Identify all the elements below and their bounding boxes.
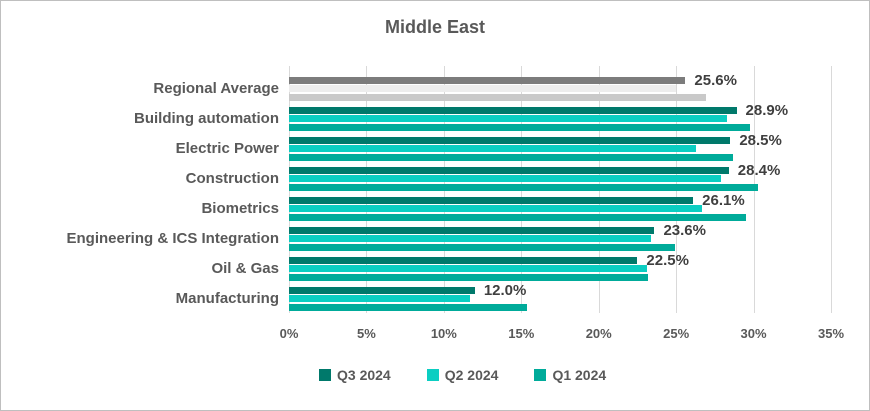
bar-q2-2024 [289, 265, 647, 273]
bar-q1-2024 [289, 153, 734, 161]
legend-item-q3-2024: Q3 2024 [319, 367, 391, 383]
category-label: Oil & Gas [211, 260, 279, 277]
data-label: 25.6% [694, 72, 737, 89]
bar-q3-2024 [289, 137, 731, 144]
x-tick-label: 25% [663, 326, 690, 341]
bar-q1-2024 [289, 243, 675, 251]
legend: Q3 2024 Q2 2024 Q1 2024 [319, 367, 606, 383]
chart-title: Middle East [384, 17, 486, 37]
data-label: 28.5% [739, 132, 782, 149]
bar-q2-2024 [289, 235, 652, 243]
bar-q2-2024 [289, 85, 677, 93]
legend-swatch-icon [426, 369, 439, 381]
data-label: 22.5% [646, 252, 689, 269]
bar-q3-2024 [289, 257, 638, 264]
bar-q1-2024 [289, 183, 759, 191]
bar-q1-2024 [289, 273, 649, 281]
bar-q1-2024 [289, 213, 746, 221]
data-label: 28.4% [737, 162, 781, 179]
legend-label: Q2 2024 [444, 367, 499, 383]
bar-q1-2024 [289, 303, 528, 311]
bar-q2-2024 [289, 115, 728, 123]
x-tick-label: 5% [357, 326, 376, 341]
bar-q2-2024 [289, 295, 471, 303]
data-label: 26.1% [702, 192, 745, 209]
bar-q2-2024 [289, 175, 722, 183]
bar-q1-2024 [289, 123, 751, 131]
legend-swatch-icon [319, 369, 331, 381]
category-label: Electric Power [175, 140, 279, 157]
bar-q3-2024 [289, 107, 737, 114]
bar-q2-2024 [289, 145, 697, 153]
bar-q3-2024 [289, 77, 686, 84]
category-label: Construction [185, 170, 279, 187]
legend-label: Q1 2024 [552, 367, 607, 383]
bar-q3-2024 [289, 167, 729, 174]
x-tick-label: 15% [508, 326, 535, 341]
category-label: Engineering & ICS Integration [66, 230, 279, 247]
x-tick-label: 20% [585, 326, 612, 341]
category-label: Building automation [134, 110, 279, 127]
bar-q3-2024 [289, 197, 694, 204]
x-tick-label: 30% [740, 326, 767, 341]
data-label: 28.9% [745, 102, 789, 119]
plot-area: 25.6% 28.9% 28.5% 28.4% 26.1% 23.6% 22.5% 12.0% [289, 66, 832, 313]
data-label: 12.0% [483, 282, 527, 299]
bar-q3-2024 [289, 287, 475, 294]
x-tick-label: 10% [430, 326, 457, 341]
legend-item-q2-2024: Q2 2024 [426, 367, 499, 383]
data-label: 23.6% [663, 222, 706, 239]
category-label: Regional Average [153, 80, 279, 97]
gridline [831, 66, 832, 313]
x-tick-label: 35% [817, 326, 845, 341]
legend-swatch-icon [534, 369, 547, 381]
x-tick-label: 0% [279, 326, 299, 341]
legend-item-q1-2024: Q1 2024 [534, 367, 606, 383]
category-label: Manufacturing [175, 290, 279, 307]
bar-q3-2024 [289, 227, 655, 234]
bar-q2-2024 [289, 205, 703, 213]
bar-q1-2024 [289, 93, 706, 101]
category-label: Biometrics [201, 200, 279, 217]
legend-label: Q3 2024 [337, 367, 391, 383]
